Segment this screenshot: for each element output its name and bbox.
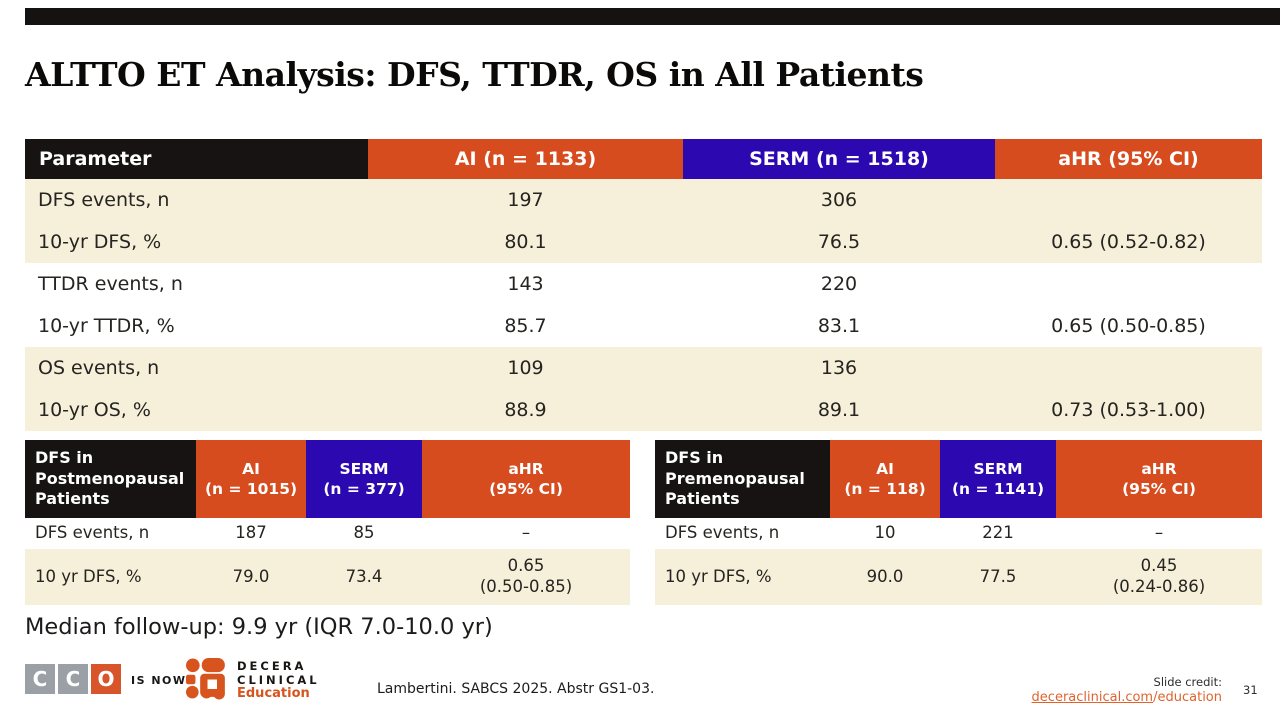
pre-header-ai: AI (n = 118) — [830, 440, 940, 518]
value-cell: 73.4 — [306, 549, 422, 605]
row-label: TTDR events, n — [25, 263, 368, 305]
table-row: DFS events, n 197 306 — [25, 179, 1262, 221]
value-cell: 0.65 (0.52-0.82) — [995, 221, 1262, 263]
value-cell: 187 — [196, 518, 306, 549]
value-cell: 220 — [683, 263, 995, 305]
value-cell: 80.1 — [368, 221, 683, 263]
post-header-title: DFS in Postmenopausal Patients — [25, 440, 196, 518]
slide-credit: Slide credit: deceraclinical.com/educati… — [1032, 675, 1222, 707]
value-cell: 136 — [683, 347, 995, 389]
sub-table-header-row: DFS in Postmenopausal Patients AI (n = 1… — [25, 440, 630, 518]
value-cell: 79.0 — [196, 549, 306, 605]
value-cell: 0.65 (0.50-0.85) — [422, 549, 630, 605]
value-cell: 76.5 — [683, 221, 995, 263]
slide-credit-label: Slide credit: — [1153, 675, 1222, 689]
cco-letter-box: C — [25, 664, 55, 694]
row-label: DFS events, n — [25, 179, 368, 221]
top-accent-bar — [25, 8, 1280, 25]
table-row: 10-yr DFS, % 80.1 76.5 0.65 (0.52-0.82) — [25, 221, 1262, 263]
is-now-label: IS NOW — [131, 674, 187, 687]
value-cell: 89.1 — [683, 389, 995, 431]
value-cell: 85.7 — [368, 305, 683, 347]
post-header-ahr: aHR (95% CI) — [422, 440, 630, 518]
row-label: DFS events, n — [25, 518, 196, 549]
table-row: DFS events, n 187 85 – — [25, 518, 630, 549]
value-cell — [995, 263, 1262, 305]
value-cell: 83.1 — [683, 305, 995, 347]
main-header-parameter: Parameter — [25, 139, 368, 179]
cco-logo: C C O — [25, 664, 121, 694]
credit-link-path[interactable]: /education — [1153, 689, 1222, 705]
premenopausal-table: DFS in Premenopausal Patients AI (n = 11… — [655, 440, 1262, 605]
decera-line3: Education — [237, 685, 310, 701]
table-row: DFS events, n 10 221 – — [655, 518, 1262, 549]
cco-letter-box: C — [58, 664, 88, 694]
pre-header-ahr: aHR (95% CI) — [1056, 440, 1262, 518]
row-label: 10-yr TTDR, % — [25, 305, 368, 347]
main-header-serm: SERM (n = 1518) — [683, 139, 995, 179]
credit-link-domain[interactable]: deceraclinical.com — [1031, 689, 1154, 705]
decera-logo-icon — [186, 658, 228, 704]
value-cell: 306 — [683, 179, 995, 221]
postmenopausal-table: DFS in Postmenopausal Patients AI (n = 1… — [25, 440, 630, 605]
value-cell: 0.73 (0.53-1.00) — [995, 389, 1262, 431]
row-label: OS events, n — [25, 347, 368, 389]
value-cell: – — [1056, 518, 1262, 549]
value-cell: 90.0 — [830, 549, 940, 605]
value-cell: – — [422, 518, 630, 549]
main-results-table: Parameter AI (n = 1133) SERM (n = 1518) … — [25, 139, 1262, 431]
row-label: 10 yr DFS, % — [25, 549, 196, 605]
value-cell: 0.65 (0.50-0.85) — [995, 305, 1262, 347]
slide-credit-link[interactable]: deceraclinical.com/education — [1032, 690, 1222, 707]
value-cell: 10 — [830, 518, 940, 549]
pre-header-serm: SERM (n = 1141) — [940, 440, 1056, 518]
post-header-ai: AI (n = 1015) — [196, 440, 306, 518]
value-cell — [995, 347, 1262, 389]
post-header-serm: SERM (n = 377) — [306, 440, 422, 518]
page-title: ALTTO ET Analysis: DFS, TTDR, OS in All … — [25, 55, 924, 94]
row-label: 10-yr OS, % — [25, 389, 368, 431]
value-cell: 85 — [306, 518, 422, 549]
table-row: OS events, n 109 136 — [25, 347, 1262, 389]
row-label: DFS events, n — [655, 518, 830, 549]
decera-logo: DECERA CLINICAL Education — [186, 658, 320, 704]
main-header-ahr: aHR (95% CI) — [995, 139, 1262, 179]
table-row: 10-yr OS, % 88.9 89.1 0.73 (0.53-1.00) — [25, 389, 1262, 431]
main-header-ai: AI (n = 1133) — [368, 139, 683, 179]
value-cell: 221 — [940, 518, 1056, 549]
row-label: 10-yr DFS, % — [25, 221, 368, 263]
value-cell — [995, 179, 1262, 221]
decera-wordmark: DECERA CLINICAL Education — [237, 660, 320, 701]
sub-table-header-row: DFS in Premenopausal Patients AI (n = 11… — [655, 440, 1262, 518]
table-row: 10-yr TTDR, % 85.7 83.1 0.65 (0.50-0.85) — [25, 305, 1262, 347]
decera-line2: CLINICAL — [237, 672, 320, 687]
value-cell: 143 — [368, 263, 683, 305]
value-cell: 0.45 (0.24-0.86) — [1056, 549, 1262, 605]
main-table-header-row: Parameter AI (n = 1133) SERM (n = 1518) … — [25, 139, 1262, 179]
decera-line1: DECERA — [237, 659, 307, 674]
table-row: 10 yr DFS, % 90.0 77.5 0.45 (0.24-0.86) — [655, 549, 1262, 605]
pre-header-title: DFS in Premenopausal Patients — [655, 440, 830, 518]
citation: Lambertini. SABCS 2025. Abstr GS1-03. — [377, 681, 655, 697]
table-row: 10 yr DFS, % 79.0 73.4 0.65 (0.50-0.85) — [25, 549, 630, 605]
value-cell: 197 — [368, 179, 683, 221]
value-cell: 109 — [368, 347, 683, 389]
followup-note: Median follow-up: 9.9 yr (IQR 7.0-10.0 y… — [25, 614, 493, 640]
value-cell: 77.5 — [940, 549, 1056, 605]
row-label: 10 yr DFS, % — [655, 549, 830, 605]
table-row: TTDR events, n 143 220 — [25, 263, 1262, 305]
cco-letter-box: O — [91, 664, 121, 694]
value-cell: 88.9 — [368, 389, 683, 431]
page-number: 31 — [1243, 683, 1258, 697]
